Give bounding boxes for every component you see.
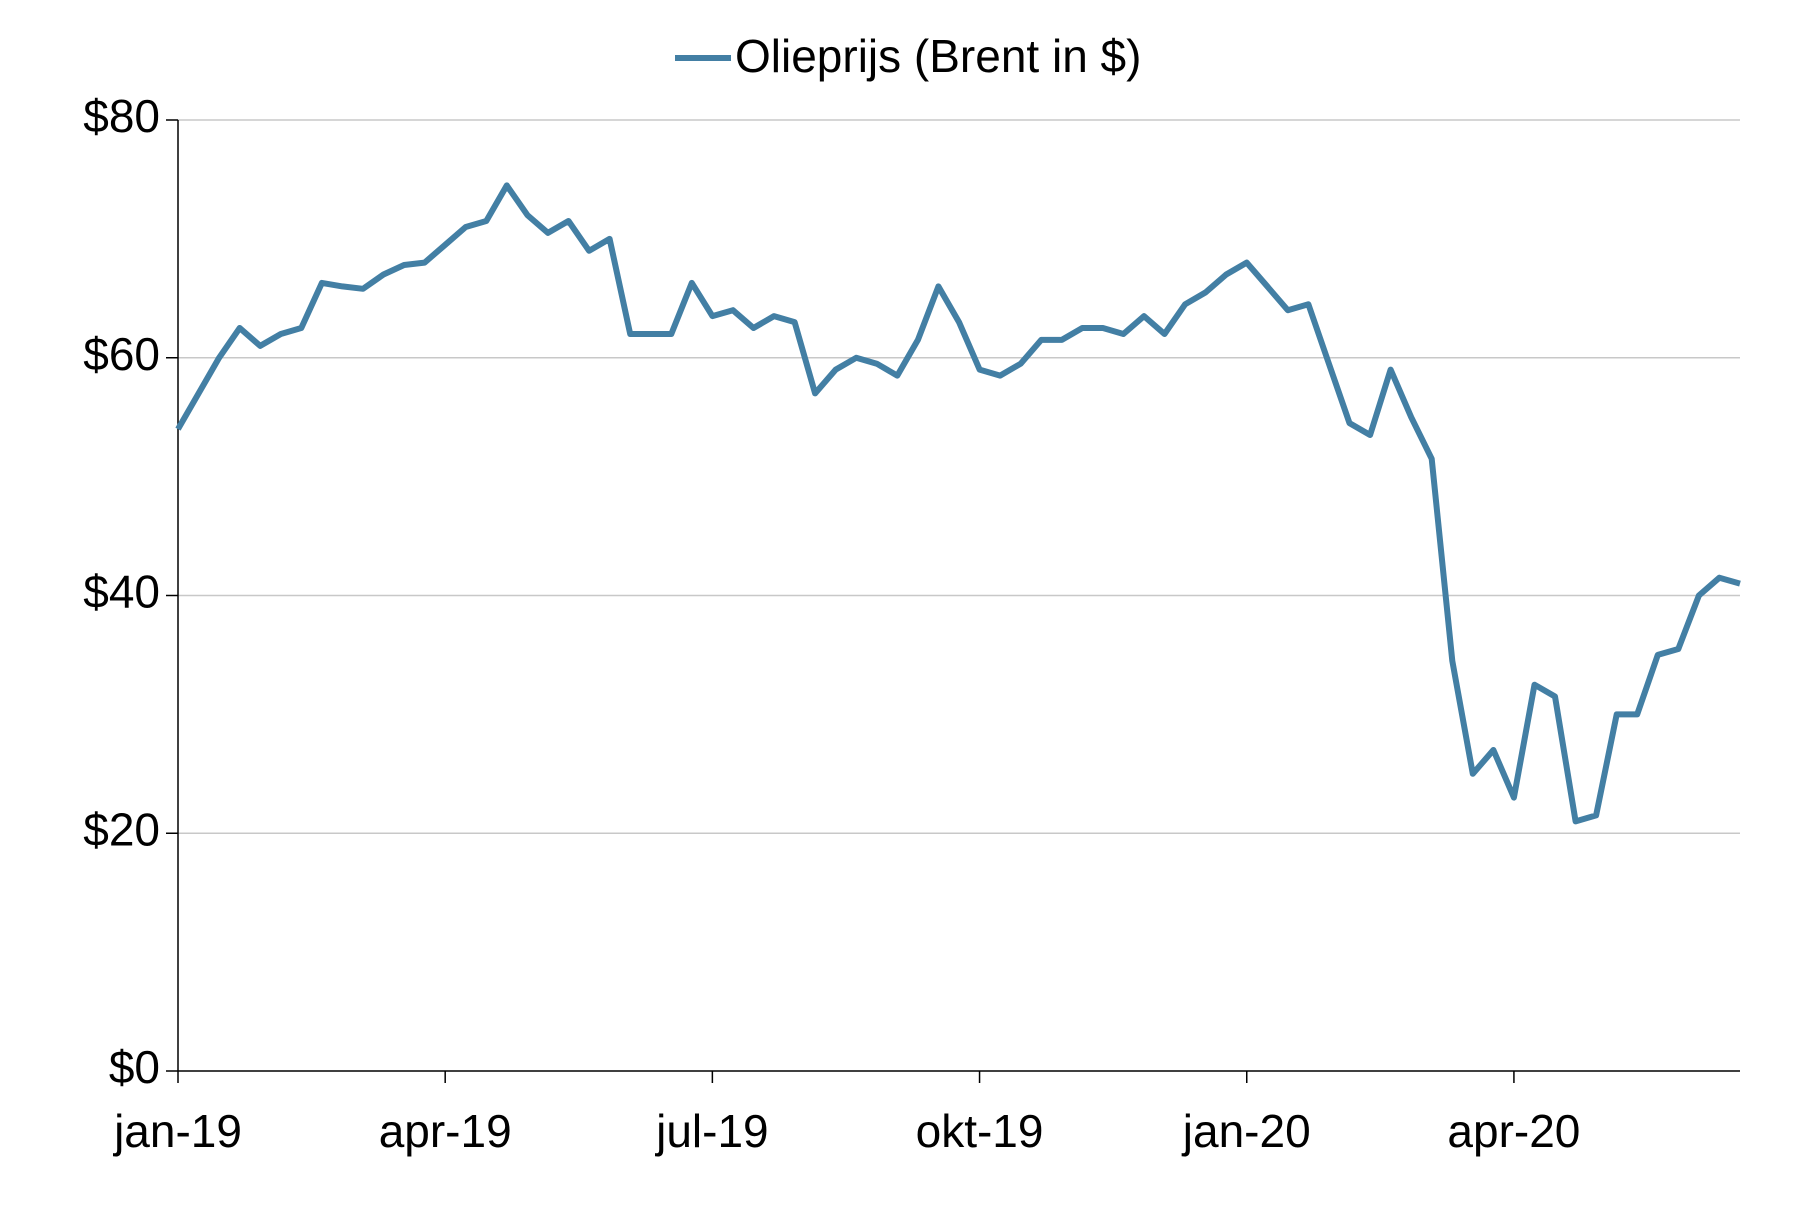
y-tick-label: $20: [83, 803, 160, 855]
legend-label: Olieprijs (Brent in $): [735, 30, 1141, 82]
y-tick-label: $40: [83, 566, 160, 618]
x-tick-label: jan-20: [1181, 1105, 1311, 1157]
y-tick-label: $80: [83, 90, 160, 142]
x-tick-label: jan-19: [112, 1105, 242, 1157]
y-tick-label: $0: [109, 1041, 160, 1093]
x-tick-label: jul-19: [654, 1105, 769, 1157]
price-line: [175, 182, 1741, 825]
x-tick-label: apr-19: [379, 1105, 512, 1157]
x-tick-label: apr-20: [1447, 1105, 1580, 1157]
y-tick-label: $60: [83, 328, 160, 380]
x-tick-label: okt-19: [916, 1105, 1044, 1157]
